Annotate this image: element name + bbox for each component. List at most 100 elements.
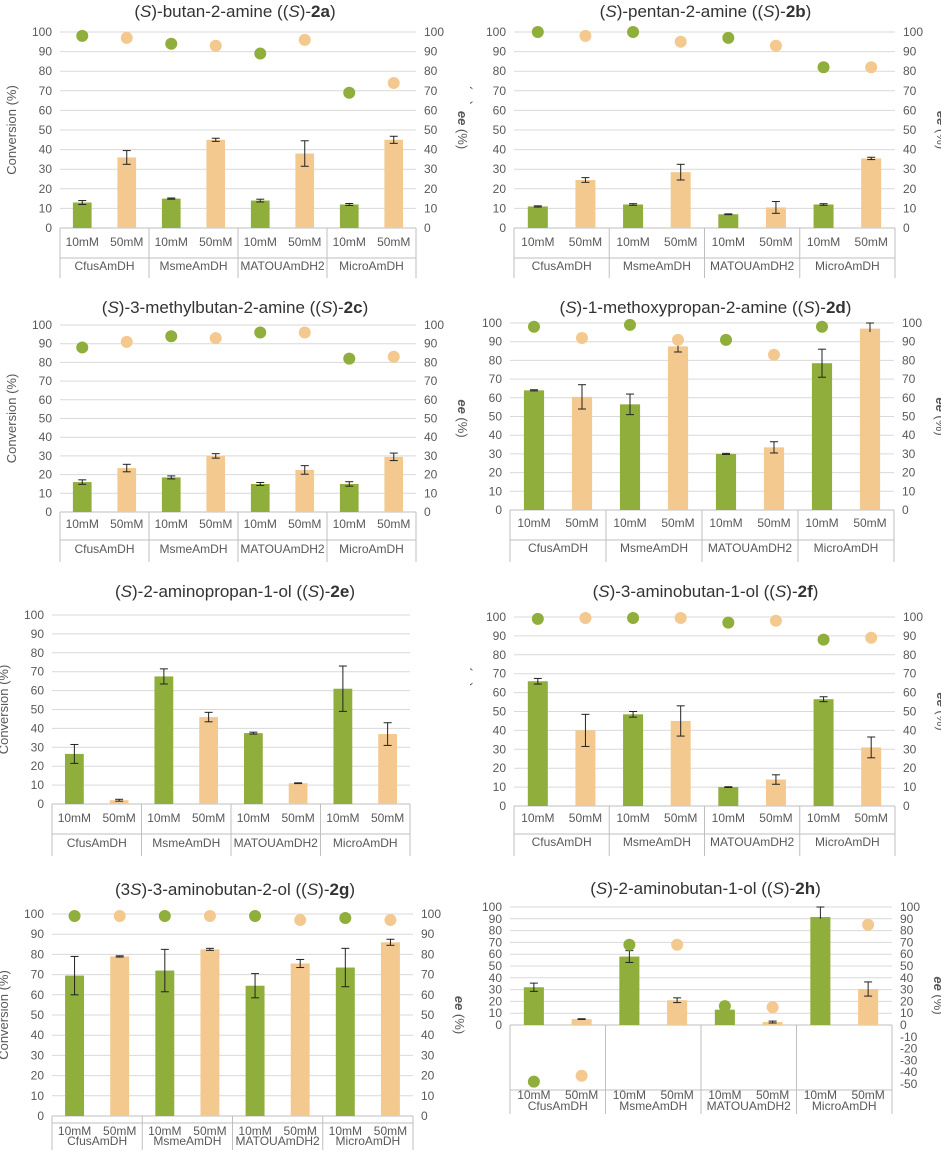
- y-tick-label: 80: [493, 64, 507, 78]
- y2-tick-label: 0: [424, 221, 431, 235]
- y2-label-italic: ee: [455, 399, 470, 413]
- ee-point: [722, 616, 735, 629]
- bar-MsmeAmDH-50mM: [199, 717, 219, 804]
- y2-tick-label: 10: [421, 1089, 435, 1103]
- y2-tick-label: 70: [424, 374, 438, 388]
- y2-tick-label: 10: [424, 486, 438, 500]
- y2-tick-label: 50: [424, 412, 438, 426]
- chart-title: (S)-2-aminobutan-1-ol ((S)-2h): [470, 879, 941, 899]
- y-tick-label: 60: [493, 103, 507, 117]
- x-tick-label: 10mM: [613, 516, 646, 530]
- y-tick-label: 20: [31, 1069, 45, 1083]
- chart-svg: 0 10 20 30 40 50 60 70 80 90 100 0 10 20 30 40 50 60 70 80 9…: [470, 25, 941, 278]
- y2-tick-label: 40: [424, 143, 438, 157]
- title-part: ): [815, 879, 821, 898]
- y-tick-label: 0: [495, 503, 502, 517]
- y-tick-label: 30: [489, 983, 503, 997]
- y-tick-label: 50: [39, 412, 53, 426]
- y-tick-label: 100: [32, 318, 52, 332]
- bar-MATOUAmDH2-10mM: [715, 453, 737, 510]
- x-tick-label: 50mM: [193, 1124, 226, 1138]
- y-axis-label: Conversion (%): [0, 970, 11, 1060]
- group-label: MsmeAmDH: [160, 542, 228, 556]
- y2-tick-label: 30: [903, 162, 917, 176]
- title-part: S: [774, 582, 787, 601]
- ee-point: [769, 614, 782, 627]
- group-label: CfusAmDH: [67, 1134, 127, 1148]
- y2-tick-label: 80: [903, 64, 917, 78]
- y-tick-label: 90: [39, 45, 53, 59]
- x-tick-label: 10mM: [805, 516, 838, 530]
- bar-MATOUAmDH2-50mM: [295, 153, 315, 228]
- y-tick-label: 50: [489, 959, 503, 973]
- title-part: )-3-aminobutan-2-ol ((: [141, 880, 307, 899]
- title-part: ): [845, 298, 852, 317]
- bar-MATOUAmDH2-50mM: [765, 779, 786, 806]
- ee-point: [768, 348, 780, 361]
- ee-point: [576, 331, 588, 344]
- y2-tick-label: 20: [424, 182, 438, 196]
- y-tick-label: 40: [39, 430, 53, 444]
- y-tick-label: 80: [489, 353, 503, 367]
- bar-MicroAmDH-50mM: [861, 747, 882, 806]
- group-label: MATOUAmDH2: [707, 1099, 792, 1113]
- y2-tick-label: 10: [903, 780, 917, 794]
- y2-tick-label: 0: [421, 1109, 428, 1123]
- x-tick-label: 50mM: [855, 235, 888, 249]
- y2-axis-label: ee (%): [931, 976, 941, 1014]
- x-tick-label: 50mM: [664, 235, 697, 249]
- y-tick-label: 70: [493, 84, 507, 98]
- x-tick-label: 10mM: [238, 1124, 271, 1138]
- y-tick-label: 90: [493, 629, 507, 643]
- group-label: MATOUAmDH2: [710, 259, 795, 273]
- y-tick-label: 100: [482, 316, 502, 330]
- y-tick-label: 20: [31, 759, 45, 773]
- y2-tick-label: 20: [424, 468, 438, 482]
- ee-point: [343, 352, 356, 365]
- y2-tick-label: 70: [424, 84, 438, 98]
- x-tick-label: 50mM: [199, 517, 232, 531]
- bar-MicroAmDH-10mM: [339, 204, 359, 228]
- ee-point: [671, 938, 684, 951]
- chart-title: (S)-pentan-2-amine ((S)-2b): [470, 2, 941, 22]
- ee-point: [814, 918, 827, 931]
- chart-svg: 0 10 20 30 40 50 60 70 80 90 100 Conversion (%) 10mM…: [0, 608, 411, 856]
- x-tick-label: 10mM: [517, 516, 550, 530]
- y-tick-label: 30: [493, 742, 507, 756]
- title-part: )-2-aminopropan-1-ol ((: [132, 582, 308, 601]
- y-axis-label: Conversion (%): [4, 374, 19, 464]
- group-label: MATOUAmDH2: [708, 541, 793, 555]
- y-tick-label: 60: [493, 686, 507, 700]
- y-tick-label: 40: [489, 971, 503, 985]
- bar-MicroAmDH-10mM: [335, 967, 355, 1116]
- title-part: S: [140, 2, 152, 21]
- bar-MsmeAmDH-10mM: [619, 404, 641, 510]
- y2-tick-label: 70: [902, 372, 916, 386]
- bar-MsmeAmDH-10mM: [161, 198, 181, 228]
- title-part: S: [307, 582, 320, 601]
- y2-tick-label: -50: [900, 1077, 918, 1091]
- ee-point: [387, 76, 400, 89]
- x-tick-label: 10mM: [155, 517, 188, 531]
- y2-tick-label: 90: [903, 45, 917, 59]
- x-tick-label: 10mM: [517, 1088, 550, 1102]
- bar-MicroAmDH-50mM: [378, 734, 398, 804]
- title-part: )-butan-2-amine ((: [151, 2, 289, 21]
- ee-point: [575, 1069, 588, 1082]
- x-tick-label: 10mM: [712, 235, 745, 249]
- y2-axis-label: ee (%): [452, 996, 467, 1034]
- y2-tick-label: 50: [902, 410, 916, 424]
- y-tick-label: 20: [489, 994, 503, 1008]
- y2-tick-label: 100: [903, 25, 923, 39]
- x-tick-label: 50mM: [281, 811, 314, 825]
- y-tick-label: 80: [31, 646, 45, 660]
- y2-tick-label: 50: [903, 705, 917, 719]
- x-tick-label: 10mM: [58, 1124, 91, 1138]
- bar-MATOUAmDH2-10mM: [718, 787, 739, 806]
- bar-MicroAmDH-50mM: [384, 456, 404, 512]
- x-tick-label: 50mM: [757, 516, 790, 530]
- x-tick-label: 10mM: [333, 235, 366, 249]
- y-tick-label: 20: [39, 468, 53, 482]
- title-part: )-: [318, 880, 330, 899]
- y-tick-label: 40: [31, 721, 45, 735]
